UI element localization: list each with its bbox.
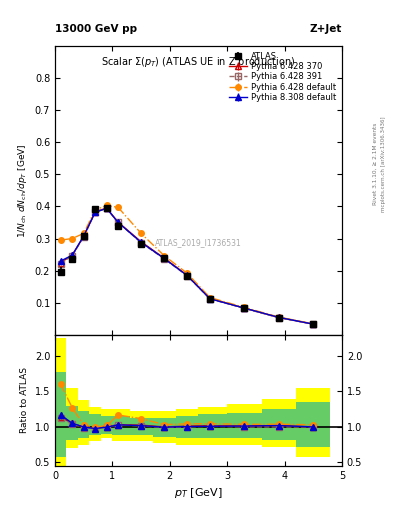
X-axis label: $p_T\ [\mathrm{GeV}]$: $p_T\ [\mathrm{GeV}]$ [174,486,223,500]
Text: Z+Jet: Z+Jet [310,24,342,34]
Text: Scalar $\Sigma(p_T)$ (ATLAS UE in Z production): Scalar $\Sigma(p_T)$ (ATLAS UE in Z prod… [101,55,296,69]
Y-axis label: $1/N_\mathrm{ch}\ dN_\mathrm{ch}/dp_T\ [\mathrm{GeV}]$: $1/N_\mathrm{ch}\ dN_\mathrm{ch}/dp_T\ [… [16,143,29,238]
Text: mcplots.cern.ch [arXiv:1306.3436]: mcplots.cern.ch [arXiv:1306.3436] [381,116,386,211]
Text: ATLAS_2019_I1736531: ATLAS_2019_I1736531 [155,238,242,247]
Text: 13000 GeV pp: 13000 GeV pp [55,24,137,34]
Legend: ATLAS, Pythia 6.428 370, Pythia 6.428 391, Pythia 6.428 default, Pythia 8.308 de: ATLAS, Pythia 6.428 370, Pythia 6.428 39… [226,49,340,105]
Text: Rivet 3.1.10, ≥ 2.1M events: Rivet 3.1.10, ≥ 2.1M events [373,123,378,205]
Y-axis label: Ratio to ATLAS: Ratio to ATLAS [20,367,29,433]
